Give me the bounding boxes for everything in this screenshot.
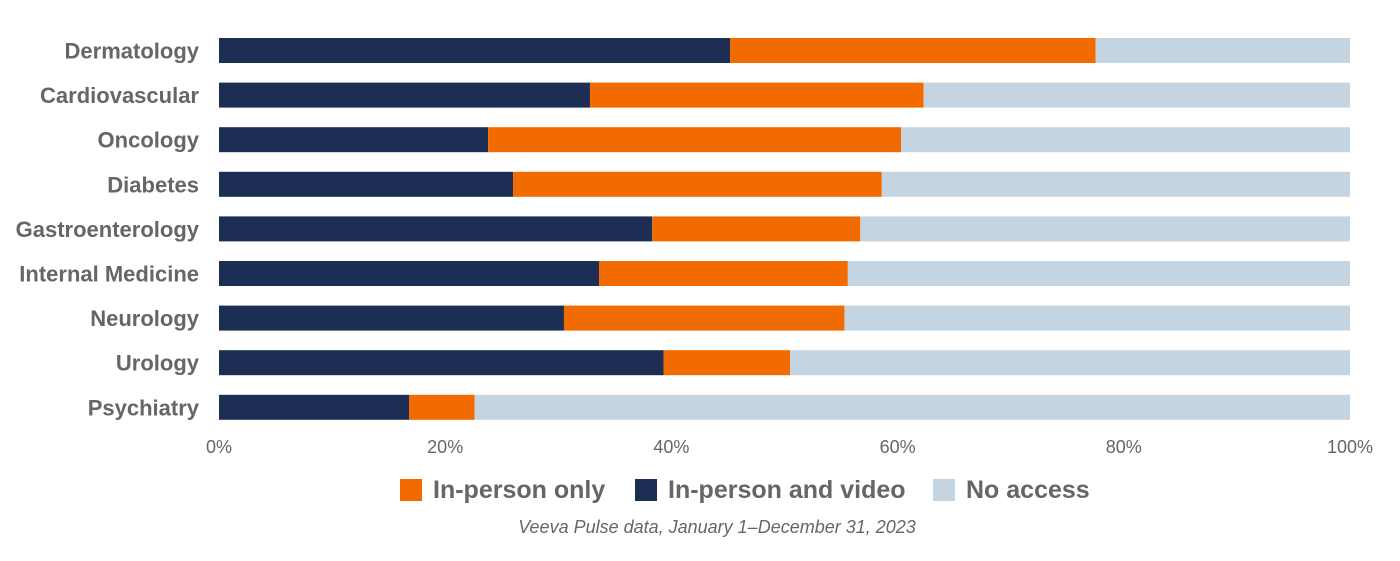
bar-gastroenterology-in-person-only bbox=[652, 216, 861, 242]
bar-psychiatry-no-access bbox=[474, 394, 1351, 420]
bar-psychiatry-in-person-only bbox=[409, 394, 475, 420]
bar-dermatology-in-person-only bbox=[730, 38, 1096, 63]
bar-gastroenterology-in-person-and-video bbox=[219, 216, 653, 242]
bar-neurology-in-person-and-video bbox=[219, 305, 564, 331]
bar-neurology-no-access bbox=[844, 305, 1350, 331]
category-label-dermatology: Dermatology bbox=[65, 39, 200, 64]
bar-cardiovascular-no-access bbox=[923, 82, 1350, 108]
bar-diabetes-in-person-only bbox=[513, 171, 882, 197]
bar-gastroenterology-no-access bbox=[860, 216, 1350, 242]
legend-swatch-in-person-and-video bbox=[635, 479, 657, 501]
bar-internal-medicine-no-access bbox=[847, 261, 1350, 286]
category-label-oncology: Oncology bbox=[98, 128, 200, 153]
legend-swatch-no-access bbox=[933, 479, 955, 501]
bar-cardiovascular-in-person-only bbox=[589, 82, 924, 108]
bar-oncology-no-access bbox=[900, 127, 1350, 153]
x-tick-label: 60% bbox=[880, 437, 916, 457]
x-tick-label: 0% bbox=[206, 437, 232, 457]
bar-cardiovascular-in-person-and-video bbox=[219, 82, 590, 108]
legend: In-person only In-person and video No acce… bbox=[400, 476, 1090, 504]
category-label-cardiovascular: Cardiovascular bbox=[40, 83, 199, 108]
bar-urology-no-access bbox=[790, 350, 1350, 376]
category-label-psychiatry: Psychiatry bbox=[88, 395, 200, 420]
x-tick-label: 100% bbox=[1327, 437, 1373, 457]
bar-urology-in-person-and-video bbox=[219, 350, 664, 376]
bar-neurology-in-person-only bbox=[563, 305, 845, 331]
x-tick-label: 40% bbox=[653, 437, 689, 457]
bar-dermatology-in-person-and-video bbox=[219, 38, 731, 63]
x-axis-ticks: 0% 20% 40% 60% 80% 100% bbox=[206, 437, 1373, 457]
category-label-diabetes: Diabetes bbox=[107, 172, 199, 197]
bar-dermatology-no-access bbox=[1095, 38, 1350, 63]
bars-layer bbox=[219, 38, 1351, 420]
category-label-internal-medicine: Internal Medicine bbox=[19, 262, 199, 287]
bar-internal-medicine-in-person-and-video bbox=[219, 261, 600, 286]
category-label-gastroenterology: Gastroenterology bbox=[16, 217, 200, 242]
bar-diabetes-in-person-and-video bbox=[219, 171, 514, 197]
category-labels: Dermatology Cardiovascular Oncology Diabete… bbox=[16, 39, 200, 421]
category-label-neurology: Neurology bbox=[90, 306, 200, 331]
bar-diabetes-no-access bbox=[881, 171, 1350, 197]
x-tick-label: 20% bbox=[427, 437, 463, 457]
bar-oncology-in-person-only bbox=[488, 127, 901, 153]
legend-label-no-access: No access bbox=[966, 476, 1090, 504]
bar-urology-in-person-only bbox=[663, 350, 791, 376]
bar-psychiatry-in-person-and-video bbox=[219, 394, 410, 420]
category-label-urology: Urology bbox=[116, 351, 200, 376]
legend-label-in-person-only: In-person only bbox=[433, 476, 605, 504]
legend-swatch-in-person-only bbox=[400, 479, 422, 501]
x-tick-label: 80% bbox=[1106, 437, 1142, 457]
bar-oncology-in-person-and-video bbox=[219, 127, 489, 153]
legend-label-in-person-and-video: In-person and video bbox=[668, 476, 906, 504]
bar-internal-medicine-in-person-only bbox=[599, 261, 848, 286]
source-note: Veeva Pulse data, January 1–December 31,… bbox=[518, 517, 916, 537]
